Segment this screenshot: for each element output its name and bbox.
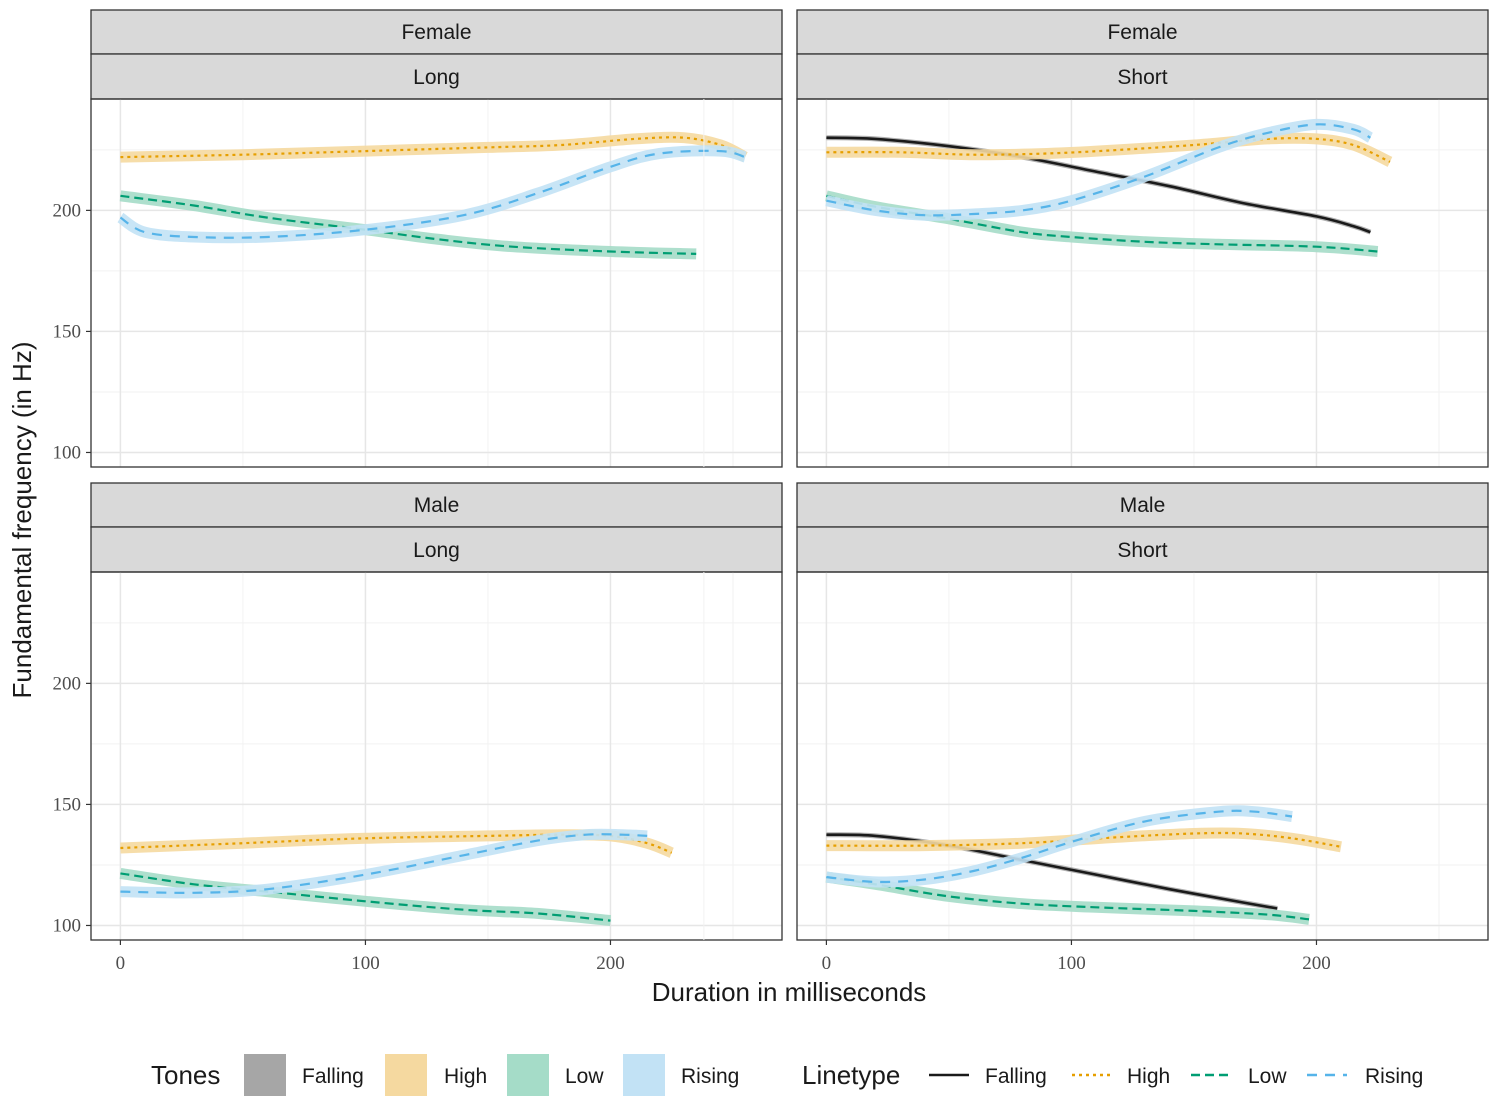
y-tick-label: 150 <box>53 321 82 342</box>
panel-female-short: Female Short <box>703 9 1489 468</box>
x-axis-title: Duration in milliseconds <box>652 977 927 1007</box>
legend-key-tone-high <box>385 1054 427 1096</box>
panel-border <box>90 571 783 941</box>
legend-label-line-high: High <box>1127 1065 1170 1088</box>
series-line-falling <box>826 833 1278 910</box>
strip-top-box <box>796 9 1489 55</box>
y-tick-label: 200 <box>53 200 82 221</box>
strip-bottom-label: Short <box>1117 66 1167 89</box>
legend-label-line-low: Low <box>1248 1065 1287 1088</box>
legend-tones-title: Tones <box>151 1060 220 1090</box>
y-tick-label: 150 <box>53 794 82 815</box>
x-tick-label: 200 <box>596 953 625 974</box>
panel-male-long: Male Long 100 150 200 0 100 200 <box>53 482 783 974</box>
strip-bottom-box <box>796 53 1489 100</box>
legend-label-tone-low: Low <box>565 1065 604 1088</box>
series-line-rising <box>120 833 648 894</box>
y-axis-title: Fundamental frequency (in Hz) <box>7 342 37 699</box>
gridlines <box>91 572 782 940</box>
x-tick-label: 0 <box>822 953 832 974</box>
panel-border <box>796 571 1489 941</box>
strip-top-label: Male <box>414 494 460 517</box>
legend-key-tone-falling <box>244 1054 286 1096</box>
strip-bottom-label: Short <box>1117 539 1167 562</box>
legend-label-tone-high: High <box>444 1065 487 1088</box>
legend-label-tone-falling: Falling <box>302 1065 364 1088</box>
legend-label-line-rising: Rising <box>1365 1065 1423 1088</box>
x-tick-label: 100 <box>1057 953 1086 974</box>
facet-panels: Female Long 100 150 200 Female Short Male Long 10… <box>53 9 1489 974</box>
series-line-high <box>826 831 1342 848</box>
strip-top-box <box>90 482 783 528</box>
series-line-high <box>826 137 1391 163</box>
strip-bottom-label: Long <box>413 66 460 89</box>
legend-key-tone-rising <box>623 1054 665 1096</box>
panel-female-long: Female Long 100 150 200 <box>53 9 783 468</box>
y-tick-label: 100 <box>53 915 82 936</box>
panel-border <box>796 98 1489 468</box>
x-tick-label: 100 <box>351 953 380 974</box>
series-line-rising <box>119 149 746 239</box>
gridlines <box>703 99 1488 467</box>
gridlines <box>703 572 1488 940</box>
x-tick-label: 0 <box>116 953 126 974</box>
series-line-rising <box>826 123 1371 217</box>
legend-label-tone-rising: Rising <box>681 1065 739 1088</box>
legend: Tones Falling High Low Rising Linetype Falling… <box>151 1054 1423 1096</box>
x-tick-label: 200 <box>1302 953 1331 974</box>
strip-bottom-box <box>90 53 783 100</box>
panel-male-short: Male Short 0 100 200 <box>703 482 1489 974</box>
ribbon-high <box>120 131 748 163</box>
strip-top-label: Male <box>1120 494 1166 517</box>
legend-key-tone-low <box>507 1054 549 1096</box>
series-line-rising <box>826 809 1293 884</box>
panel-border <box>90 98 783 468</box>
ribbon-low <box>825 190 1379 257</box>
strip-bottom-box <box>796 526 1489 573</box>
legend-linetype-title: Linetype <box>802 1060 900 1090</box>
strip-top-label: Female <box>401 21 471 44</box>
strip-top-box <box>90 9 783 55</box>
series-line-low <box>120 194 697 255</box>
strip-bottom-label: Long <box>413 539 460 562</box>
strip-bottom-box <box>90 526 783 573</box>
y-tick-label: 200 <box>53 673 82 694</box>
strip-top-label: Female <box>1107 21 1177 44</box>
series-line-low <box>120 872 611 922</box>
ribbon-rising <box>117 145 747 244</box>
strip-top-box <box>796 482 1489 528</box>
gridlines <box>91 99 782 467</box>
y-tick-label: 100 <box>53 442 82 463</box>
legend-label-line-falling: Falling <box>985 1065 1047 1088</box>
